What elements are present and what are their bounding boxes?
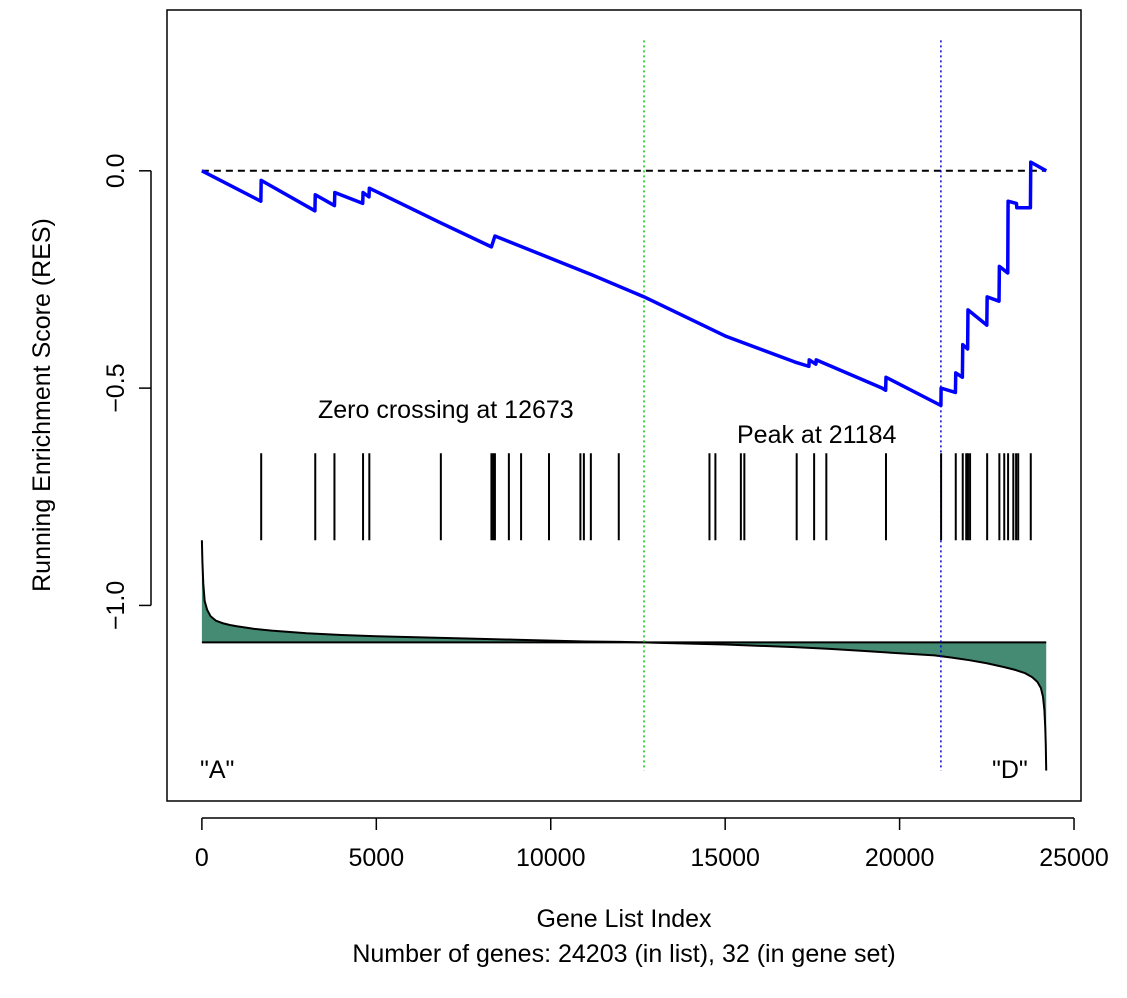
zero-crossing-label: Zero crossing at 12673 [318, 396, 574, 424]
y-axis-title: Running Enrichment Score (RES) [28, 218, 56, 592]
x-axis-title: Gene List Index [536, 905, 712, 933]
axes-layer: 0 5000 10000 15000 20000 25000 0.0 −0.5 −1.0 [102, 153, 1109, 872]
chart-subtitle: Number of genes: 24203 (in list), 32 (in… [352, 940, 895, 968]
y-tick-label: −1.0 [102, 581, 130, 630]
ranked-metric-layer [200, 540, 1048, 771]
corner-label-left: "A" [200, 756, 234, 784]
gene-hits-layer [260, 453, 1032, 541]
plot-frame [166, 9, 1082, 802]
ranked-metric-curve [200, 540, 1048, 771]
running-es-line [201, 160, 1048, 408]
x-tick-label: 20000 [865, 844, 935, 872]
x-tick-label: 15000 [690, 844, 760, 872]
y-tick-label: 0.0 [102, 153, 130, 188]
x-tick-label: 5000 [349, 844, 405, 872]
x-tick-label: 25000 [1039, 844, 1109, 872]
x-tick-label: 0 [195, 844, 209, 872]
peak-label: Peak at 21184 [737, 421, 896, 449]
running-es-layer [201, 160, 1048, 408]
x-tick-label: 10000 [516, 844, 586, 872]
corner-label-right: "D" [992, 756, 1028, 784]
y-tick-label: −0.5 [102, 363, 130, 412]
